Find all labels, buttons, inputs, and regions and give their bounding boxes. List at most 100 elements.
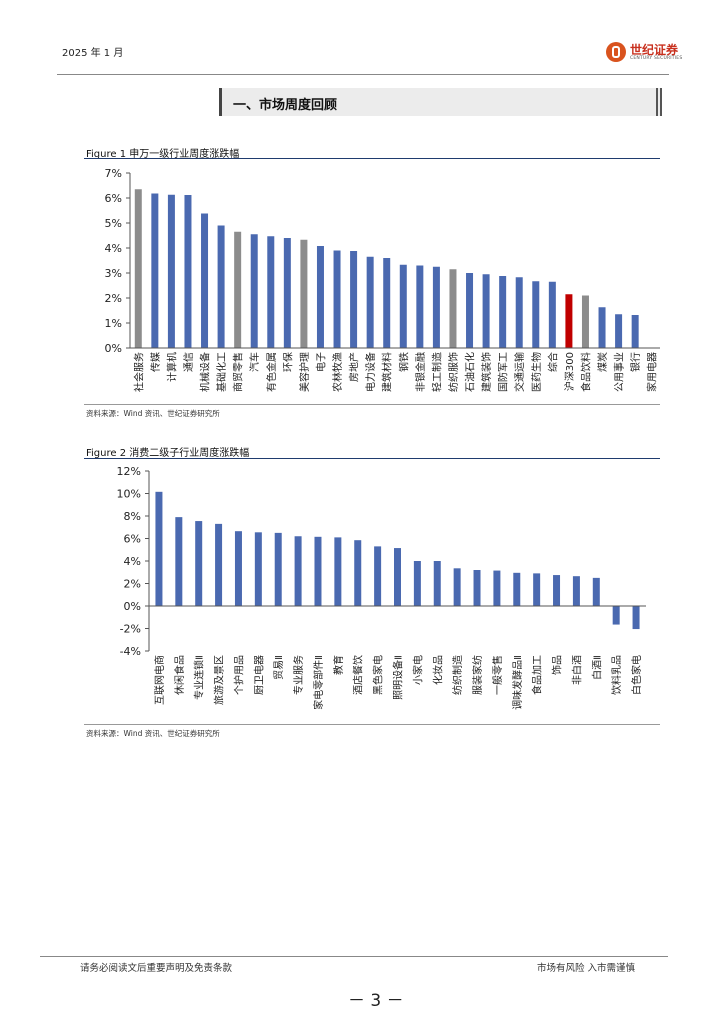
y-tick-label: 1% [105, 317, 122, 330]
bar [432, 266, 440, 348]
figure-2-title: Figure 2 消费二级子行业周度涨跌幅 [86, 444, 249, 459]
brand-name-en: CENTURY SECURITIES [630, 56, 683, 61]
bar [167, 194, 175, 348]
bar [532, 281, 540, 348]
bar [565, 294, 573, 348]
bar [533, 573, 541, 606]
category-label: 专业连锁Ⅱ [193, 655, 206, 700]
bar [155, 491, 163, 606]
bar [316, 246, 324, 348]
category-label: 建筑材料 [381, 352, 394, 392]
bar [466, 273, 474, 348]
bar [473, 570, 481, 606]
category-label: 饰品 [551, 655, 564, 675]
bar [314, 536, 322, 606]
figure-1-title: Figure 1 申万一级行业周度涨跌幅 [86, 145, 239, 160]
category-label: 钢铁 [397, 352, 410, 372]
bar [195, 521, 203, 606]
category-label: 厨卫电器 [252, 655, 265, 695]
category-label: 电力设备 [364, 352, 377, 392]
category-label: 交通运输 [513, 352, 526, 392]
y-tick-label: 0% [124, 600, 141, 613]
category-label: 机械设备 [199, 352, 212, 392]
category-label: 基础化工 [215, 352, 228, 392]
bar [572, 576, 580, 606]
bar [151, 193, 159, 348]
category-label: 计算机 [165, 352, 178, 382]
y-tick-label: 4% [105, 242, 122, 255]
figure-2-source-rule [84, 724, 660, 725]
category-label: 煤炭 [596, 352, 609, 372]
bar [453, 568, 461, 606]
y-tick-label: -2% [120, 623, 141, 636]
category-label: 服装家纺 [471, 655, 484, 695]
bar [513, 572, 521, 606]
category-label: 休闲食品 [173, 655, 186, 695]
bar [632, 606, 640, 630]
category-label: 纺织制造 [451, 655, 464, 695]
bar [294, 536, 302, 606]
category-label: 食品饮料 [579, 352, 592, 392]
y-tick-label: 8% [124, 510, 141, 523]
category-label: 纺织服饰 [447, 352, 460, 392]
bar [267, 236, 275, 348]
y-tick-label: -4% [120, 645, 141, 658]
category-label: 综合 [546, 352, 559, 372]
bar [581, 295, 589, 348]
page-number: － 3 － [348, 991, 404, 1011]
y-tick-label: 6% [124, 533, 141, 546]
category-label: 白酒Ⅱ [590, 655, 603, 680]
bar [234, 531, 242, 606]
category-label: 贸易Ⅱ [273, 655, 285, 680]
y-tick-label: 2% [105, 292, 122, 305]
category-label: 教育 [332, 655, 345, 675]
bar [215, 523, 223, 606]
category-label: 农林牧渔 [331, 352, 344, 392]
y-tick-label: 2% [124, 578, 141, 591]
y-tick-label: 3% [105, 267, 122, 280]
category-label: 非银金融 [414, 352, 427, 392]
footer-divider [40, 956, 668, 957]
category-label: 建筑装饰 [480, 352, 493, 392]
bar [482, 274, 490, 348]
figure-2-source: 资料来源：Wind 资讯、世纪证券研究所 [86, 729, 220, 738]
figure-2-label: Figure 2 [86, 448, 127, 459]
bar [399, 264, 407, 348]
category-label: 饮料乳品 [610, 655, 623, 695]
bar [234, 231, 242, 348]
chart-1: 7% 6% 5% 4% 3% 2% 1% 0% 社会服务 传媒 计算机 通信 机械设备 基础化工 商贸零售汽… [105, 167, 660, 392]
category-label: 有色金属 [265, 352, 278, 392]
figure-1-label: Figure 1 [86, 149, 127, 160]
bar [250, 234, 258, 348]
header-divider [57, 74, 669, 75]
bar [300, 239, 308, 348]
bar [333, 250, 341, 348]
category-label: 石油石化 [464, 352, 477, 392]
bar [201, 213, 209, 348]
bar [334, 537, 342, 606]
bar [416, 265, 424, 348]
category-label: 房地产 [348, 352, 361, 382]
bar [374, 546, 382, 606]
category-label: 沪深300 [563, 352, 576, 391]
logo-icon [606, 42, 626, 62]
bar [274, 532, 282, 606]
bar [493, 570, 501, 606]
category-label: 美容护理 [298, 352, 311, 392]
bar [598, 307, 606, 348]
figure-2-rule [84, 458, 660, 459]
category-label: 商贸零售 [232, 352, 245, 392]
report-date: 2025 年 1 月 [62, 48, 124, 59]
brand-name: 世纪证券 [630, 43, 679, 57]
section-title: 一、市场周度回顾 [233, 98, 338, 113]
category-label: 银行 [629, 352, 642, 372]
bar [553, 575, 561, 606]
y-tick-label: 10% [117, 488, 141, 501]
category-label: 一般零售 [491, 655, 504, 695]
category-label: 医药生物 [530, 352, 543, 392]
bar [350, 251, 358, 348]
bar [433, 561, 441, 606]
category-label: 社会服务 [132, 352, 145, 392]
bar [217, 225, 225, 348]
category-label: 白色家电 [630, 655, 643, 695]
